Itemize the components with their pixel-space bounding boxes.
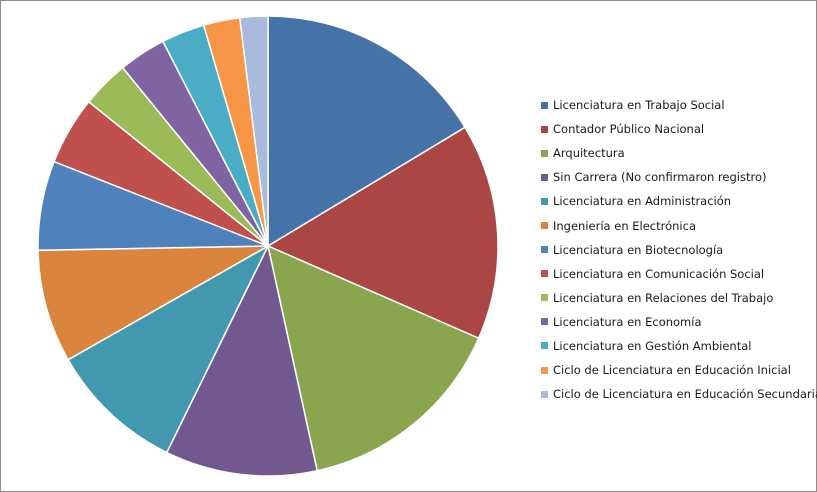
pie-slice	[238, 15, 269, 247]
legend-swatch	[541, 125, 548, 133]
legend-swatch	[541, 222, 548, 230]
legend-label: Ciclo de Licenciatura en Educación Secun…	[553, 387, 817, 402]
legend-label: Licenciatura en Administración	[553, 194, 732, 209]
legend-swatch	[541, 149, 548, 157]
legend-item: Contador Público Nacional	[541, 117, 817, 141]
legend-swatch	[541, 197, 548, 205]
legend-item: Licenciatura en Relaciones del Trabajo	[541, 286, 817, 310]
legend-label: Sin Carrera (No confirmaron registro)	[553, 170, 767, 185]
legend-swatch	[541, 173, 548, 181]
legend-item: Sin Carrera (No confirmaron registro)	[541, 165, 817, 189]
legend-item: Ciclo de Licenciatura en Educación Inici…	[541, 358, 817, 382]
legend-swatch	[541, 342, 548, 350]
legend-item: Ingeniería en Electrónica	[541, 213, 817, 237]
pie-slice	[37, 245, 269, 361]
pie-slice	[267, 126, 499, 339]
legend-item: Licenciatura en Gestión Ambiental	[541, 334, 817, 358]
legend-item: Arquitectura	[541, 141, 817, 165]
legend-label: Licenciatura en Economía	[553, 314, 702, 329]
legend-swatch	[541, 246, 548, 254]
legend-label: Licenciatura en Comunicación Social	[553, 266, 765, 281]
pie-slice	[67, 245, 269, 454]
legend-label: Licenciatura en Trabajo Social	[553, 98, 725, 113]
legend-item: Ciclo de Licenciatura en Educación Secun…	[541, 382, 817, 406]
legend-label: Licenciatura en Gestión Ambiental	[553, 338, 752, 353]
legend-item: Licenciatura en Biotecnología	[541, 238, 817, 262]
legend-item: Licenciatura en Economía	[541, 310, 817, 334]
legend: Licenciatura en Trabajo Social Contador P…	[541, 93, 817, 406]
legend-label: Licenciatura en Relaciones del Trabajo	[553, 290, 774, 305]
legend-label: Arquitectura	[553, 146, 625, 161]
legend-label: Licenciatura en Biotecnología	[553, 242, 724, 257]
legend-swatch	[541, 270, 548, 278]
legend-label: Ingeniería en Electrónica	[553, 218, 696, 233]
legend-swatch	[541, 101, 548, 109]
pie-slice	[166, 245, 318, 477]
legend-item: Licenciatura en Comunicación Social	[541, 262, 817, 286]
legend-label: Contador Público Nacional	[553, 122, 705, 137]
legend-item: Licenciatura en Administración	[541, 189, 817, 213]
legend-swatch	[541, 294, 548, 302]
legend-label: Ciclo de Licenciatura en Educación Inici…	[553, 363, 791, 378]
legend-swatch	[541, 318, 548, 326]
legend-swatch	[541, 390, 548, 398]
pie-slice	[267, 15, 466, 247]
legend-item: Licenciatura en Trabajo Social	[541, 93, 817, 117]
pie-slice	[267, 245, 480, 472]
legend-swatch	[541, 366, 548, 374]
